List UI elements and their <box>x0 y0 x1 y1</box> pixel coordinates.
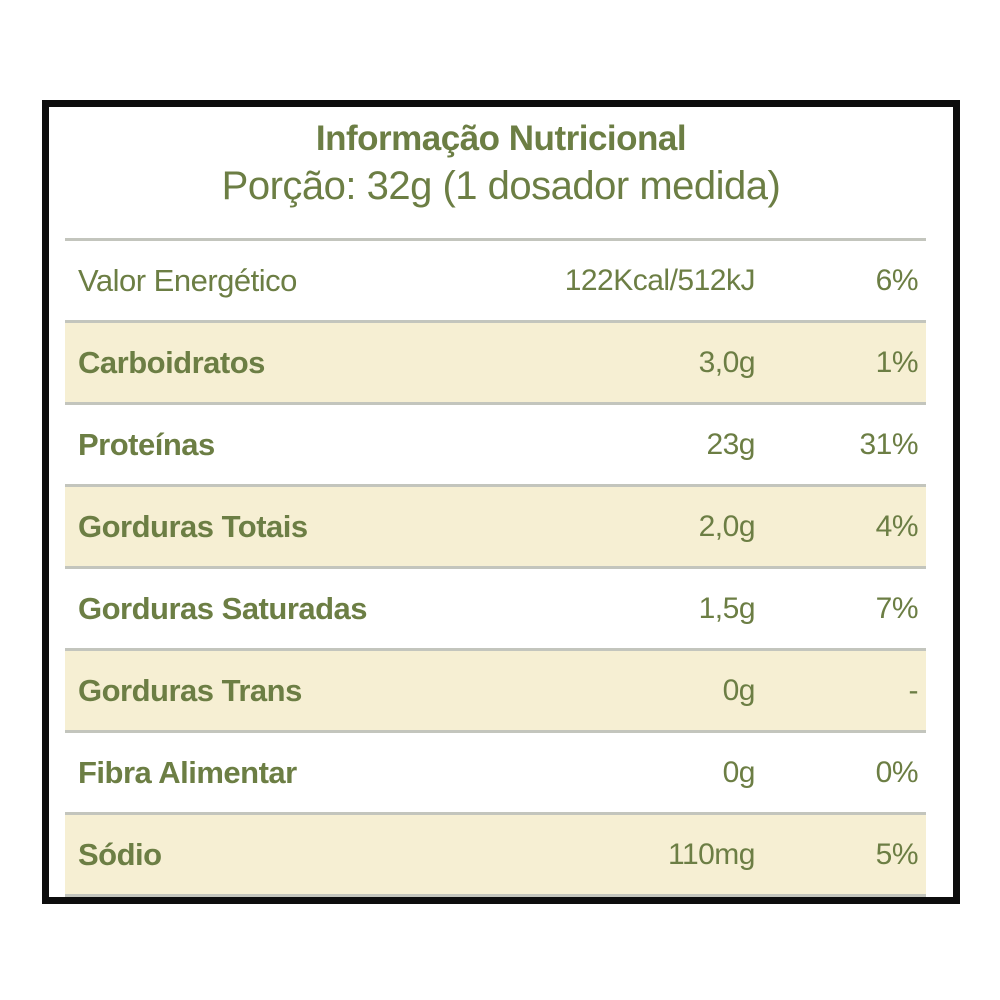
nutrient-amount: 0g <box>722 673 756 707</box>
nutrition-table: Valor Energético 122Kcal/512kJ 6% Carboi… <box>65 238 926 897</box>
nutrient-amount: 110mg <box>667 837 756 871</box>
nutrient-daily-value: 1% <box>875 345 919 379</box>
nutrient-name: Proteínas <box>78 426 215 462</box>
serving-size-text: Porção: 32g (1 dosador medida) <box>221 164 781 208</box>
nutrient-amount: 23g <box>706 427 755 461</box>
table-row: Gorduras Totais 2,0g 4% <box>65 484 926 566</box>
nutrient-name: Gorduras Saturadas <box>78 590 368 626</box>
nutrient-amount: 3,0g <box>698 345 756 379</box>
table-row: Gorduras Saturadas 1,5g 7% <box>65 566 926 648</box>
label-header: Informação Nutricional Porção: 32g (1 do… <box>49 107 953 212</box>
nutrient-name: Gorduras Trans <box>78 672 302 708</box>
table-row: Fibra Alimentar 0g 0% <box>65 730 926 812</box>
nutrient-daily-value: 31% <box>859 427 918 461</box>
table-row: Proteínas 23g 31% <box>65 402 926 484</box>
nutrient-daily-value: 0% <box>875 755 919 789</box>
label-title: Informação Nutricional <box>315 119 687 158</box>
nutrient-name: Sódio <box>78 836 162 872</box>
nutrition-label-box: Informação Nutricional Porção: 32g (1 do… <box>42 100 960 904</box>
nutrient-name: Carboidratos <box>78 344 265 380</box>
nutrient-daily-value: 6% <box>875 263 919 297</box>
table-row: Carboidratos 3,0g 1% <box>65 320 926 402</box>
nutrient-name: Fibra Alimentar <box>78 754 297 790</box>
table-row: Valor Energético 122Kcal/512kJ 6% <box>65 238 926 320</box>
nutrient-daily-value: 5% <box>875 837 919 871</box>
table-row: Gorduras Trans 0g - <box>65 648 926 730</box>
nutrient-amount: 122Kcal/512kJ <box>564 263 756 297</box>
nutrient-amount: 0g <box>722 755 756 789</box>
nutrient-daily-value: 7% <box>875 591 919 625</box>
table-row: Sódio 110mg 5% <box>65 812 926 897</box>
nutrient-name: Gorduras Totais <box>78 508 308 544</box>
nutrient-daily-value: 4% <box>875 509 919 543</box>
nutrient-amount: 1,5g <box>698 591 756 625</box>
nutrient-daily-value: - <box>908 673 919 707</box>
nutrient-amount: 2,0g <box>698 509 756 543</box>
nutrient-name: Valor Energético <box>78 262 297 298</box>
